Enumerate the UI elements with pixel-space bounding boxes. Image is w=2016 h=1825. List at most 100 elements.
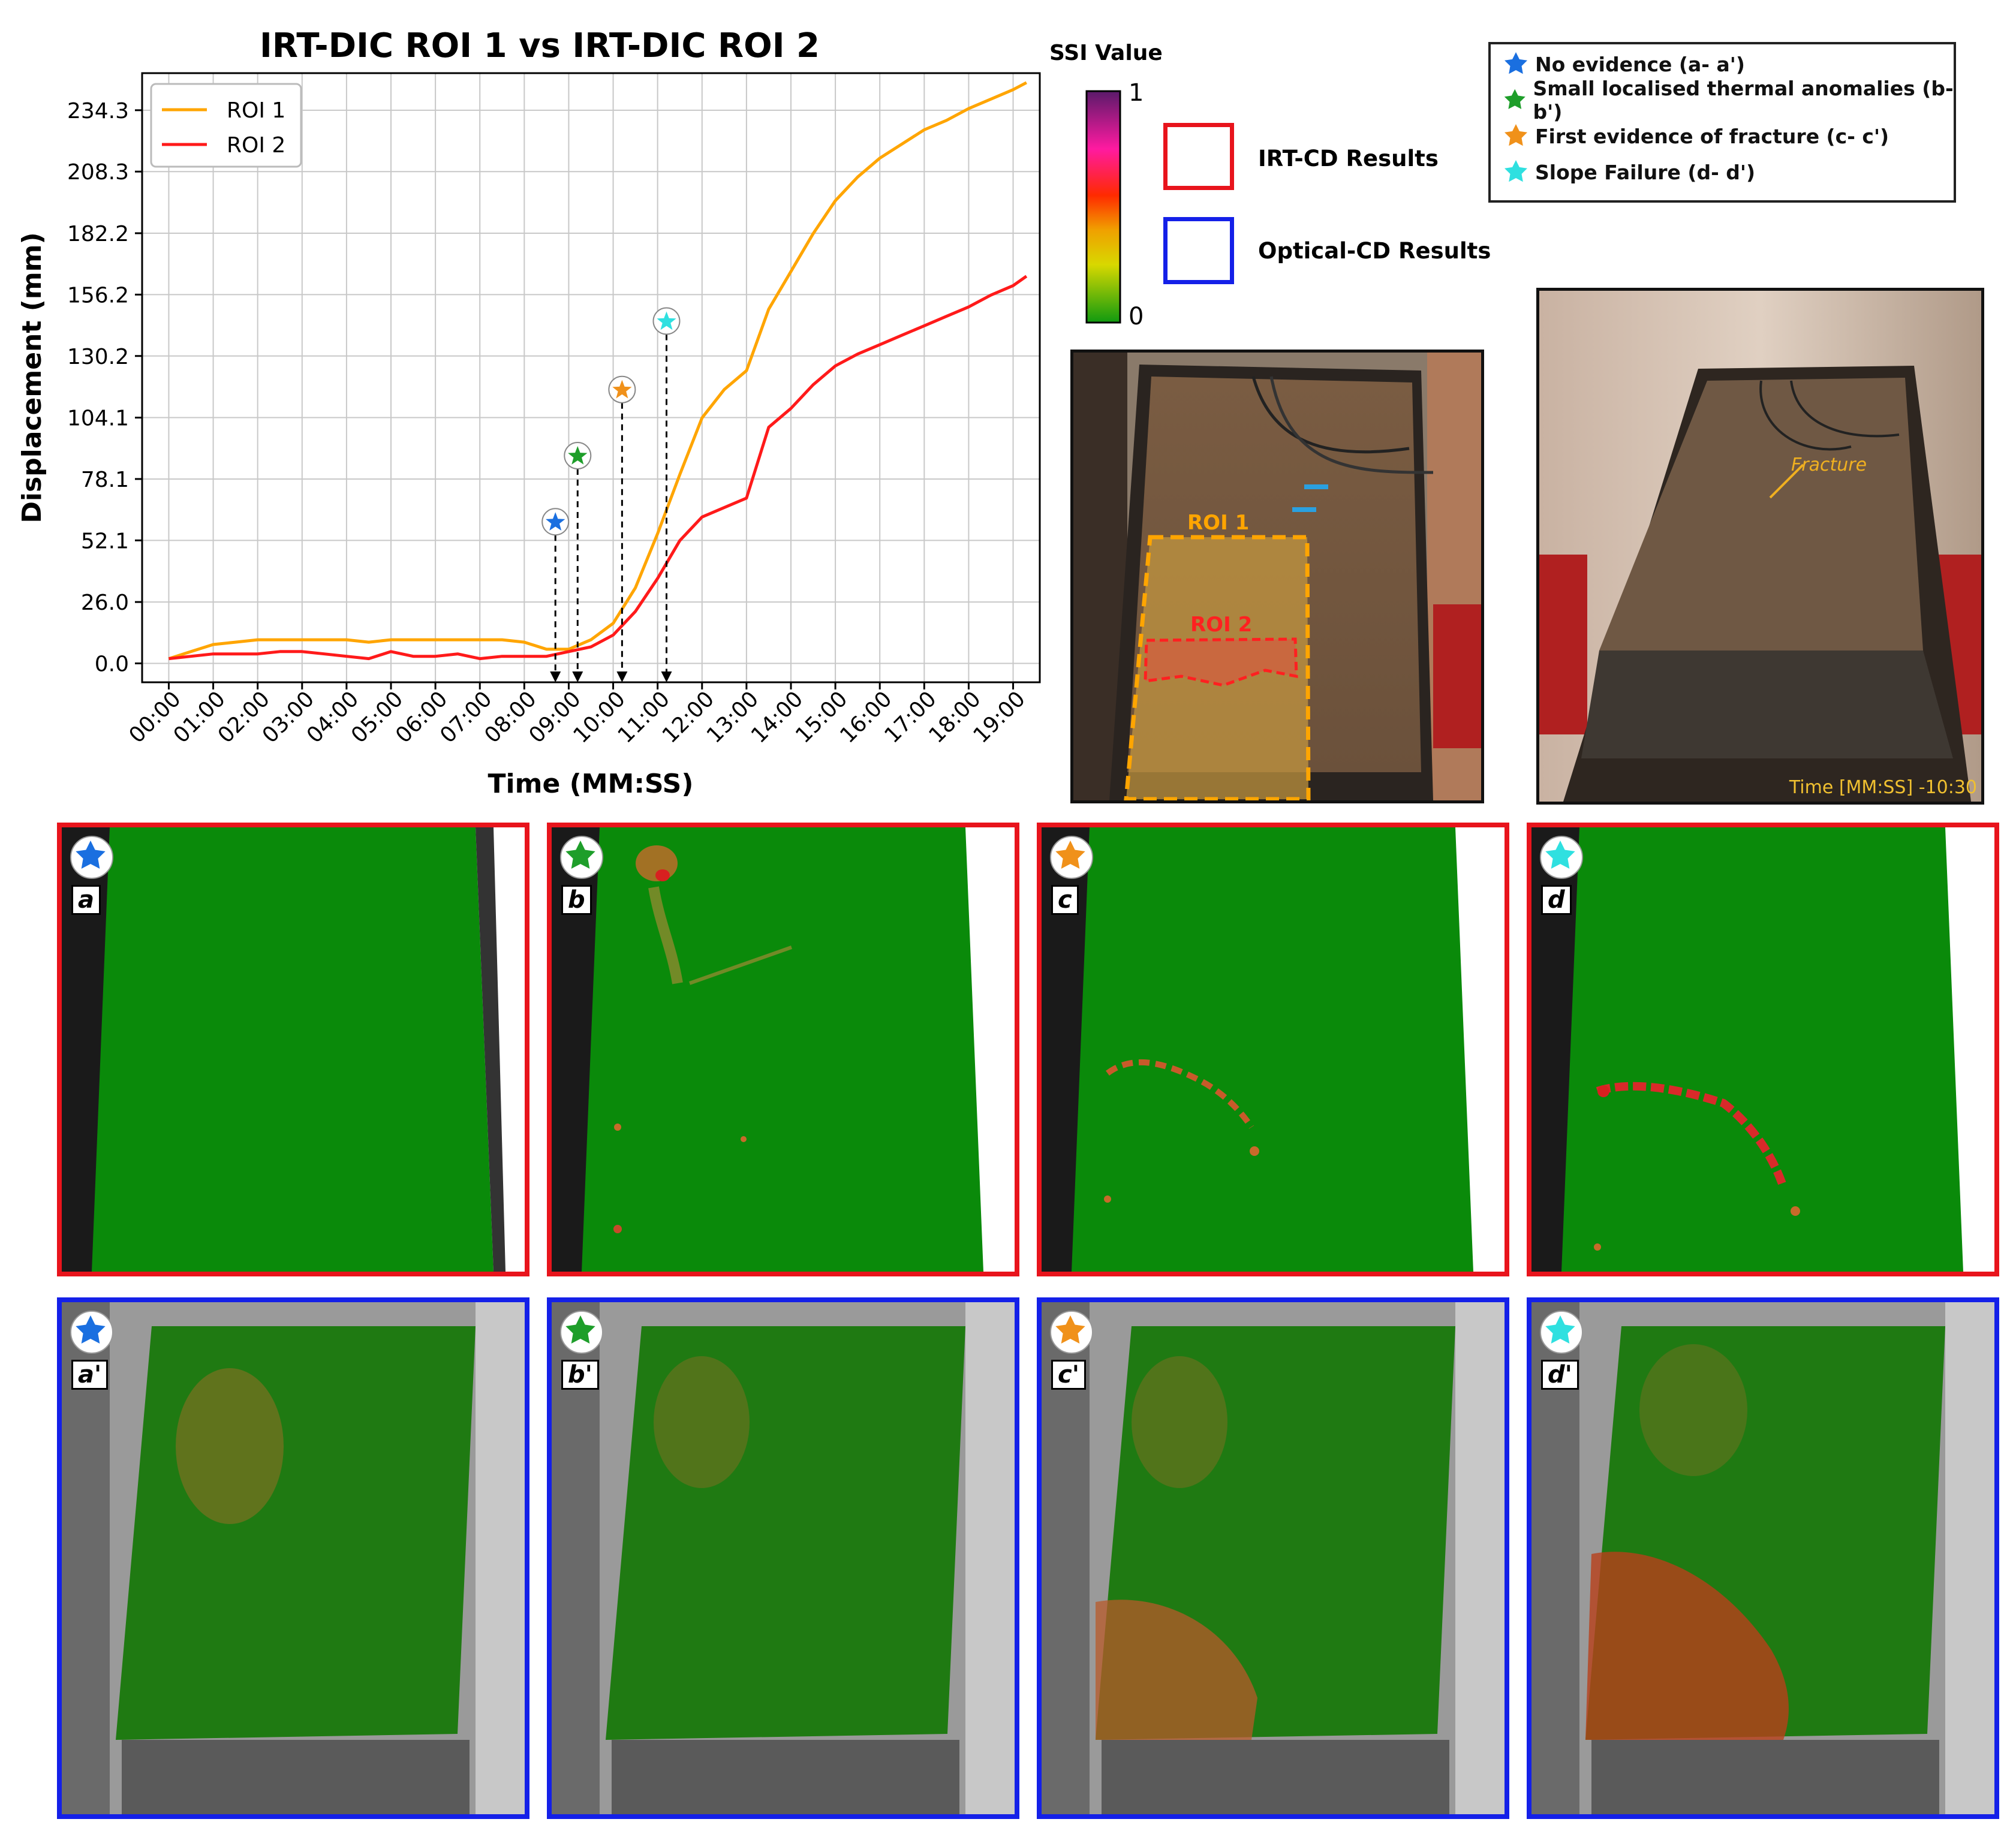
optical-panel-d-image bbox=[1531, 1302, 1994, 1814]
stage-legend-item: First evidence of fracture (c- c') bbox=[1503, 120, 1889, 152]
marker-star-icon bbox=[568, 445, 588, 465]
stage-legend-item: Small localised thermal anomalies (b- b'… bbox=[1503, 77, 1954, 124]
optical-panel-b: b' bbox=[547, 1297, 1019, 1819]
x-axis-label: Time (MM:SS) bbox=[488, 769, 694, 799]
y-tick-label: 208.3 bbox=[67, 160, 129, 185]
chart-grid bbox=[142, 73, 1040, 682]
slope-photo-fracture-image: Fracture Time [MM:SS] -10:30 bbox=[1539, 291, 1981, 802]
irt-key-label: IRT-CD Results bbox=[1258, 146, 1439, 171]
legend-label-roi1: ROI 1 bbox=[227, 98, 285, 123]
y-axis-label: Displacement (mm) bbox=[17, 232, 47, 523]
y-tick-label: 104.1 bbox=[67, 406, 129, 431]
optical-panel-a: a' bbox=[57, 1297, 529, 1819]
cyan-star-icon bbox=[1545, 1315, 1575, 1344]
x-tick-label: 19:00 bbox=[969, 686, 1030, 748]
panel-label-c: c bbox=[1051, 885, 1079, 915]
roi2-label: ROI 2 bbox=[1190, 613, 1252, 637]
panel-label-b: b bbox=[561, 885, 592, 915]
cyan-star-badge bbox=[1540, 1311, 1583, 1354]
optical-panel-c: c' bbox=[1037, 1297, 1509, 1819]
blue-star-badge bbox=[70, 836, 113, 879]
colorbar-min-label: 0 bbox=[1129, 303, 1144, 330]
fracture-arrow bbox=[1769, 463, 1804, 499]
blue-star-icon bbox=[1505, 52, 1527, 74]
y-tick-label: 0.0 bbox=[95, 652, 129, 676]
stage-legend-item: No evidence (a- a') bbox=[1503, 48, 1745, 80]
irt-panel-b-image bbox=[552, 827, 1015, 1272]
fracture-label: Fracture bbox=[1791, 454, 1867, 475]
irt-key-swatch bbox=[1163, 123, 1234, 190]
y-tick-label: 182.2 bbox=[67, 222, 129, 246]
cyan-star-icon bbox=[1545, 841, 1575, 869]
y-tick-label: 26.0 bbox=[81, 591, 129, 615]
optical-panel-d: d' bbox=[1527, 1297, 1999, 1819]
panel-label-a: a bbox=[71, 885, 101, 915]
cyan-star-badge bbox=[1540, 836, 1583, 879]
series-line-roi1 bbox=[168, 81, 1027, 660]
panel-label-b-prime: b' bbox=[561, 1360, 599, 1390]
plot-frame bbox=[141, 72, 1041, 683]
stage-legend: No evidence (a- a') Small localised ther… bbox=[1488, 42, 1956, 203]
irt-panel-a-image bbox=[62, 827, 525, 1272]
chart-title: IRT-DIC ROI 1 vs IRT-DIC ROI 2 bbox=[260, 26, 820, 65]
chart-markers bbox=[541, 307, 681, 682]
orange-star-icon bbox=[1055, 1315, 1085, 1344]
slope-photo-roi: ROI 1 ROI 2 bbox=[1070, 350, 1484, 803]
y-axis-ticks: 0.0 26.0 52.1 78.1 104.1 130.2 156.2 182.2 208.3… bbox=[67, 99, 142, 676]
chart-legend: ROI 1 ROI 2 bbox=[150, 83, 302, 168]
y-tick-label: 78.1 bbox=[81, 468, 129, 492]
green-star-icon bbox=[565, 841, 595, 869]
marker-star-icon bbox=[657, 311, 676, 330]
green-star-icon bbox=[1504, 89, 1525, 109]
panel-label-a-prime: a' bbox=[71, 1360, 109, 1390]
marker-arrowhead bbox=[572, 671, 583, 682]
x-axis-ticks: 00:0001:0002:0003:0004:0005:0006:0007:00… bbox=[124, 682, 1030, 748]
optical-panel-c-image bbox=[1042, 1302, 1505, 1814]
panel-label-c-prime: c' bbox=[1051, 1360, 1086, 1390]
marker-star-icon bbox=[612, 380, 632, 399]
orange-star-icon bbox=[1055, 841, 1085, 869]
panel-label-d: d bbox=[1541, 885, 1572, 915]
optical-panel-a-image bbox=[62, 1302, 525, 1814]
irt-panel-d: d bbox=[1527, 823, 1999, 1276]
green-star-icon bbox=[565, 1315, 595, 1344]
green-star-badge bbox=[560, 1311, 603, 1354]
irt-panel-c-image bbox=[1042, 827, 1505, 1272]
irt-panel-d-image bbox=[1531, 827, 1994, 1272]
orange-star-badge bbox=[1050, 1311, 1093, 1354]
displacement-chart: IRT-DIC ROI 1 vs IRT-DIC ROI 2 0.0 26.0 52… bbox=[17, 26, 1041, 799]
roi1-label: ROI 1 bbox=[1187, 511, 1249, 535]
colorbar-title: SSI Value bbox=[1049, 41, 1163, 65]
irt-panel-b: b bbox=[547, 823, 1019, 1276]
blue-star-badge bbox=[70, 1311, 113, 1354]
ssi-colorbar bbox=[1085, 90, 1121, 324]
marker-arrowhead bbox=[550, 671, 561, 682]
y-tick-label: 156.2 bbox=[67, 283, 129, 308]
blue-star-icon bbox=[76, 841, 106, 869]
slope-photo-fracture: Fracture Time [MM:SS] -10:30 bbox=[1536, 288, 1984, 805]
series-line-roi2 bbox=[168, 275, 1028, 661]
optical-panel-b-image bbox=[552, 1302, 1015, 1814]
orange-star-badge bbox=[1050, 836, 1093, 879]
blue-star-icon bbox=[76, 1315, 106, 1344]
y-tick-label: 130.2 bbox=[67, 345, 129, 369]
irt-panel-c: c bbox=[1037, 823, 1509, 1276]
chart-series bbox=[168, 81, 1028, 661]
slope-photo-roi-image: ROI 1 ROI 2 bbox=[1073, 353, 1481, 800]
y-tick-label: 52.1 bbox=[81, 529, 129, 553]
optical-key-label: Optical-CD Results bbox=[1258, 238, 1491, 264]
stage-legend-item: Slope Failure (d- d') bbox=[1503, 156, 1755, 188]
time-stamp-label: Time [MM:SS] -10:30 bbox=[1789, 777, 1977, 798]
y-tick-label: 234.3 bbox=[67, 99, 129, 124]
legend-label-roi2: ROI 2 bbox=[227, 133, 285, 158]
colorbar-max-label: 1 bbox=[1129, 79, 1144, 107]
marker-arrowhead bbox=[616, 671, 628, 682]
panel-label-d-prime: d' bbox=[1541, 1360, 1579, 1390]
green-star-badge bbox=[560, 836, 603, 879]
irt-panel-a: a bbox=[57, 823, 529, 1276]
marker-arrowhead bbox=[661, 671, 672, 682]
cyan-star-icon bbox=[1505, 160, 1527, 182]
marker-star-icon bbox=[546, 512, 565, 531]
orange-star-icon bbox=[1505, 124, 1527, 146]
optical-key-swatch bbox=[1163, 217, 1234, 284]
